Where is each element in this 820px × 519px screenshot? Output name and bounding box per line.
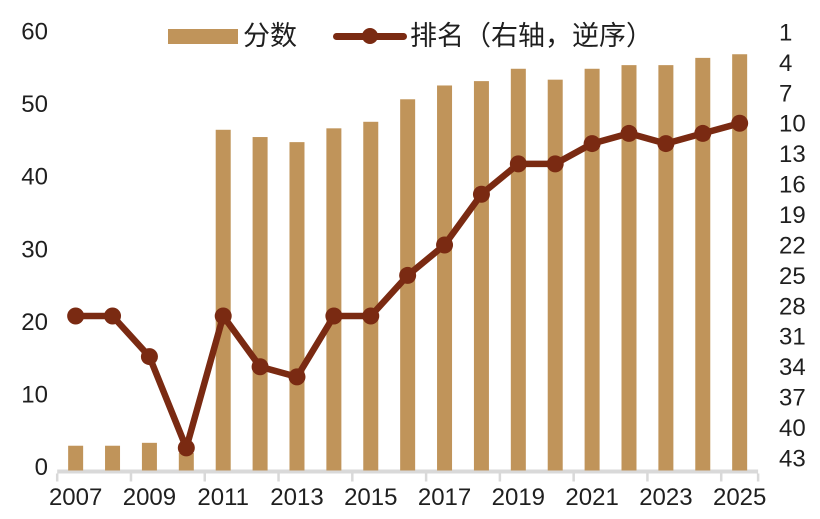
bar-2019 — [510, 68, 526, 471]
right-axis-tick-label: 28 — [779, 293, 806, 320]
right-axis-tick-label: 4 — [779, 50, 792, 77]
right-axis-tick-label: 1 — [779, 19, 792, 46]
x-axis-tick-label: 2011 — [197, 484, 249, 511]
rank-marker-2009 — [140, 348, 158, 366]
x-axis-tick-label: 2017 — [418, 484, 471, 511]
bar-2017 — [437, 85, 453, 471]
left-axis-tick-label: 40 — [21, 164, 48, 191]
rank-marker-2016 — [399, 266, 417, 284]
right-axis-tick-label: 10 — [779, 111, 806, 138]
x-axis-tick — [351, 473, 354, 482]
bar-2015 — [363, 121, 379, 471]
bar-2022 — [621, 65, 637, 471]
right-axis-tick-label: 16 — [779, 172, 806, 199]
bar-2011 — [215, 129, 231, 471]
rank-marker-2008 — [104, 307, 122, 325]
x-axis-tick — [55, 473, 59, 482]
rank-marker-2015 — [362, 307, 380, 325]
rank-marker-2014 — [325, 307, 343, 325]
bar-2023 — [658, 65, 674, 471]
rank-marker-2012 — [251, 358, 269, 376]
rank-marker-2023 — [657, 135, 675, 153]
bar-2012 — [252, 137, 268, 471]
x-axis-tick — [203, 473, 207, 482]
right-axis-tick-label: 31 — [779, 324, 806, 351]
x-axis-tick — [646, 473, 649, 482]
left-axis-tick-label: 60 — [21, 18, 48, 45]
rank-marker-2021 — [583, 135, 601, 153]
right-axis-tick-label: 34 — [779, 354, 806, 381]
rank-marker-2011 — [214, 307, 232, 325]
bar-2009 — [141, 442, 157, 471]
bar-2021 — [584, 68, 600, 471]
x-axis-tick-label: 2013 — [270, 484, 323, 511]
rank-marker-2020 — [546, 155, 564, 173]
right-axis-tick-label: 22 — [779, 232, 806, 259]
left-axis-tick-label: 30 — [21, 236, 48, 263]
x-axis-tick-label: 2009 — [123, 484, 176, 511]
x-axis-tick — [424, 473, 428, 482]
x-axis-tick — [277, 473, 280, 482]
x-axis-tick-label: 2015 — [344, 484, 397, 511]
x-axis-tick-label: 2023 — [639, 484, 692, 511]
right-axis-tick-label: 13 — [779, 141, 806, 168]
bar-2024 — [695, 57, 711, 471]
bar-2008 — [105, 445, 121, 471]
rank-marker-2007 — [67, 307, 85, 325]
x-axis-line — [57, 469, 759, 474]
rank-marker-2025 — [731, 114, 749, 132]
x-axis-tick-label: 2021 — [565, 484, 618, 511]
x-axis-tick — [756, 473, 760, 482]
left-axis-tick-label: 0 — [35, 454, 48, 481]
bar-2016 — [400, 99, 416, 471]
bar-2010 — [178, 452, 194, 471]
x-axis-tick — [129, 473, 133, 482]
rank-marker-2024 — [694, 124, 712, 142]
x-axis-tick — [498, 473, 502, 482]
right-axis-tick-label: 37 — [779, 385, 806, 412]
right-axis-tick-label: 43 — [779, 445, 806, 472]
bar-2018 — [473, 81, 489, 471]
bar-2020 — [547, 79, 563, 471]
left-axis-tick-label: 50 — [21, 91, 48, 118]
right-axis-tick-label: 7 — [779, 80, 792, 107]
bar-2025 — [732, 54, 748, 471]
x-axis-tick-label: 2007 — [49, 484, 102, 511]
rank-marker-2022 — [620, 124, 638, 142]
rank-marker-2017 — [436, 236, 454, 254]
rank-marker-2010 — [177, 439, 195, 457]
x-axis-tick-label: 2025 — [713, 484, 766, 511]
bar-2007 — [68, 445, 84, 471]
left-axis-tick-label: 20 — [21, 309, 48, 336]
bar-2014 — [326, 128, 342, 471]
right-axis-tick-label: 25 — [779, 263, 806, 290]
x-axis-tick — [719, 473, 723, 482]
x-axis-tick-label: 2019 — [492, 484, 545, 511]
rank-marker-2018 — [472, 185, 490, 203]
x-axis-tick — [572, 473, 575, 482]
left-axis-tick-label: 10 — [21, 382, 48, 409]
right-axis-tick-label: 40 — [779, 415, 806, 442]
rank-marker-2013 — [288, 368, 306, 386]
right-axis-tick-label: 19 — [779, 202, 806, 229]
rank-marker-2019 — [509, 155, 527, 173]
bar-2013 — [289, 142, 305, 471]
